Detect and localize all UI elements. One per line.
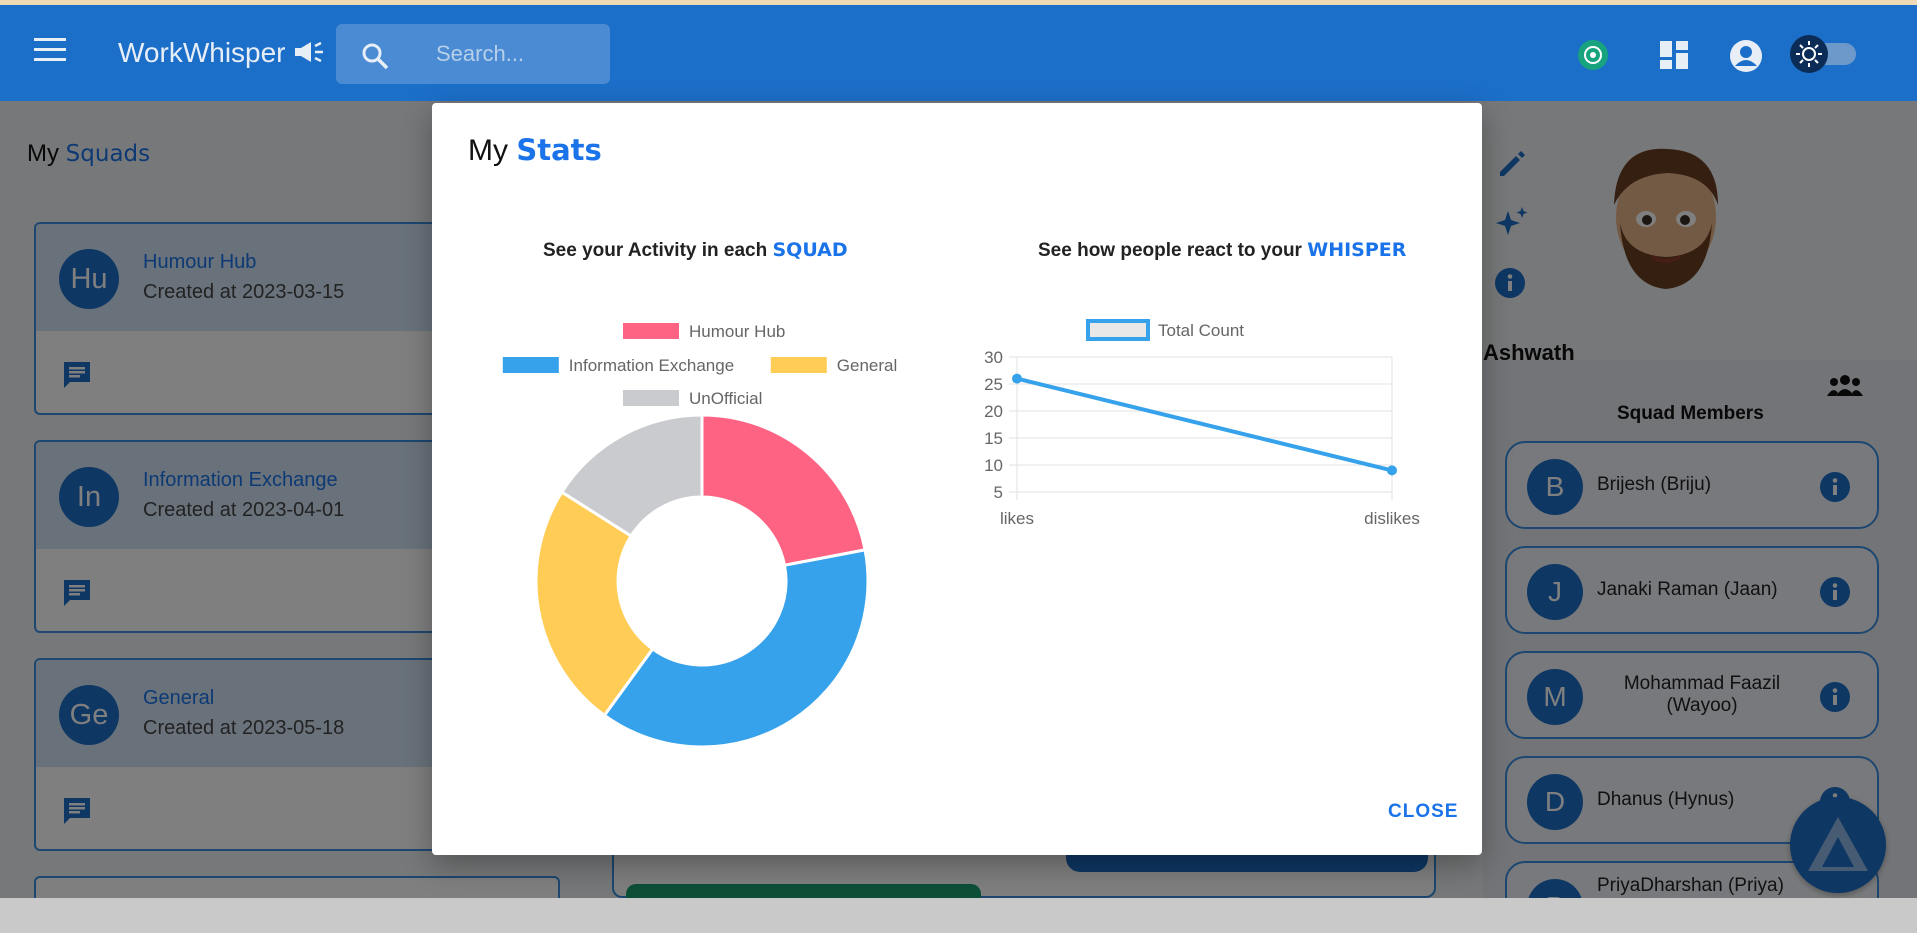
legend-label: UnOfficial	[689, 389, 762, 408]
legend-swatch	[623, 390, 679, 406]
legend-swatch	[771, 357, 827, 373]
app-title-text: WorkWhisper	[118, 37, 286, 68]
stats-dialog: My Stats See your Activity in each SQUAD…	[432, 103, 1482, 855]
doughnut-slice[interactable]	[702, 415, 865, 565]
legend-label: General	[837, 356, 897, 375]
y-tick-label: 5	[994, 483, 1003, 502]
megaphone-icon	[286, 37, 326, 68]
bottom-gap	[0, 898, 1917, 933]
chart1-heading-text: See your Activity in each	[543, 240, 767, 261]
chatgpt-icon[interactable]	[1577, 39, 1609, 76]
legend-label: Humour Hub	[689, 322, 785, 341]
y-tick-label: 25	[984, 375, 1003, 394]
series-line	[1017, 379, 1392, 471]
dialog-title: My Stats	[468, 133, 602, 168]
x-tick-label: dislikes	[1364, 509, 1420, 528]
search-box[interactable]	[336, 24, 610, 84]
menu-icon[interactable]	[34, 38, 66, 64]
legend-swatch	[623, 323, 679, 339]
y-tick-label: 30	[984, 348, 1003, 367]
dashboard-icon[interactable]	[1658, 39, 1690, 76]
account-icon[interactable]	[1729, 39, 1763, 78]
chart1-heading: See your Activity in each SQUAD	[543, 239, 848, 262]
legend-item[interactable]: Humour Hub	[623, 322, 785, 341]
chart2-heading-highlight: WHISPER	[1307, 239, 1406, 261]
legend-label: Information Exchange	[569, 356, 734, 375]
search-icon	[360, 41, 390, 76]
legend-item[interactable]: Total Count	[1088, 321, 1244, 340]
dialog-title-prefix: My	[468, 134, 508, 167]
dialog-title-highlight: Stats	[516, 133, 601, 167]
legend-item[interactable]: UnOfficial	[623, 389, 762, 408]
y-tick-label: 20	[984, 402, 1003, 421]
search-input[interactable]	[436, 40, 596, 68]
legend-swatch	[1088, 321, 1148, 339]
sun-icon	[1790, 35, 1828, 73]
chart2-heading: See how people react to your WHISPER	[1038, 239, 1406, 262]
close-button[interactable]: CLOSE	[1388, 801, 1458, 823]
chart2-heading-text: See how people react to your	[1038, 240, 1302, 261]
chart1-heading-highlight: SQUAD	[773, 239, 848, 261]
legend-item[interactable]: Information Exchange	[503, 356, 734, 375]
theme-toggle[interactable]	[1790, 35, 1860, 71]
legend-label: Total Count	[1158, 321, 1244, 340]
legend-swatch	[503, 357, 559, 373]
data-point[interactable]	[1012, 374, 1022, 384]
y-tick-label: 10	[984, 456, 1003, 475]
app-title[interactable]: WorkWhisper	[118, 37, 325, 69]
x-tick-label: likes	[1000, 509, 1034, 528]
data-point[interactable]	[1387, 465, 1397, 475]
activity-doughnut-chart: Humour Hub Information Exchange General UnO…	[482, 303, 922, 753]
y-tick-label: 15	[984, 429, 1003, 448]
app-bar: WorkWhisper	[0, 5, 1917, 101]
reaction-line-chart: Total Count 5 10 15 20 25 30 likes dislikes	[962, 303, 1452, 633]
legend-item[interactable]: General	[771, 356, 897, 375]
